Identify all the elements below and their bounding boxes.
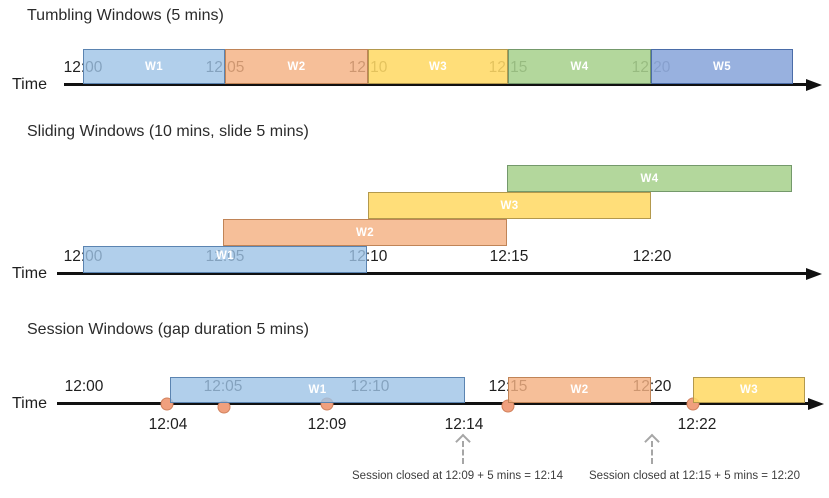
tumbling-axis-arrowhead-icon (806, 78, 822, 91)
tumbling-window-w1-label: W1 (144, 60, 164, 73)
sliding-axis-line (57, 272, 806, 275)
session-windows-title: Session Windows (gap duration 5 mins) (27, 321, 309, 338)
session-close-arrow-line-1 (462, 441, 464, 464)
session-event-time-12-22: 12:22 (677, 416, 717, 433)
sliding-window-w2 (223, 219, 507, 246)
tumbling-window-w3-label: W3 (428, 60, 448, 73)
sliding-window-w1 (83, 246, 367, 273)
sliding-window-w3 (368, 192, 651, 219)
sliding-window-w1-label: W1 (215, 249, 235, 262)
session-window-w2-label: W2 (570, 384, 589, 396)
sliding-window-w4-label: W4 (640, 172, 659, 185)
session-close-note-1: Session closed at 12:09 + 5 mins = 12:14 (352, 470, 563, 482)
tumbling-window-w2-label: W2 (287, 60, 306, 73)
sliding-window-w4 (507, 165, 792, 192)
session-window-w1-label: W1 (308, 384, 327, 396)
session-axis-arrowhead-icon (808, 397, 824, 410)
sliding-tick-12-15: 12:15 (489, 248, 529, 265)
sliding-window-w3-label: W3 (500, 199, 519, 212)
session-window-w2 (508, 377, 651, 403)
session-window-w3 (693, 377, 805, 403)
session-event-time-12-09: 12:09 (307, 416, 347, 433)
sliding-windows-title: Sliding Windows (10 mins, slide 5 mins) (27, 123, 309, 140)
tumbling-window-w5-label: W5 (712, 60, 732, 73)
tumbling-window-w3 (368, 49, 508, 84)
sliding-window-w2-label: W2 (355, 226, 375, 239)
tumbling-time-axis-label: Time (12, 76, 47, 93)
session-close-note-2: Session closed at 12:15 + 5 mins = 12:20 (589, 470, 800, 482)
tumbling-window-w4 (508, 49, 651, 84)
session-axis-line (57, 402, 808, 405)
session-event-time-12-14: 12:14 (444, 416, 484, 433)
tumbling-window-w2 (225, 49, 368, 84)
tumbling-axis-line (64, 83, 806, 86)
session-tick-12-00: 12:00 (64, 378, 104, 395)
tumbling-window-w4-label: W4 (570, 60, 589, 73)
sliding-axis-arrowhead-icon (806, 267, 822, 280)
tumbling-window-w5 (651, 49, 793, 84)
sliding-tick-12-20: 12:20 (632, 248, 672, 265)
session-window-w1 (170, 377, 465, 403)
session-time-axis-label: Time (12, 395, 47, 412)
tumbling-window-w1 (83, 49, 225, 84)
tumbling-windows-title: Tumbling Windows (5 mins) (27, 7, 224, 24)
session-close-arrow-line-2 (651, 441, 653, 464)
session-window-w3-label: W3 (739, 384, 759, 396)
session-event-time-12-04: 12:04 (148, 416, 188, 433)
sliding-time-axis-label: Time (12, 265, 47, 282)
